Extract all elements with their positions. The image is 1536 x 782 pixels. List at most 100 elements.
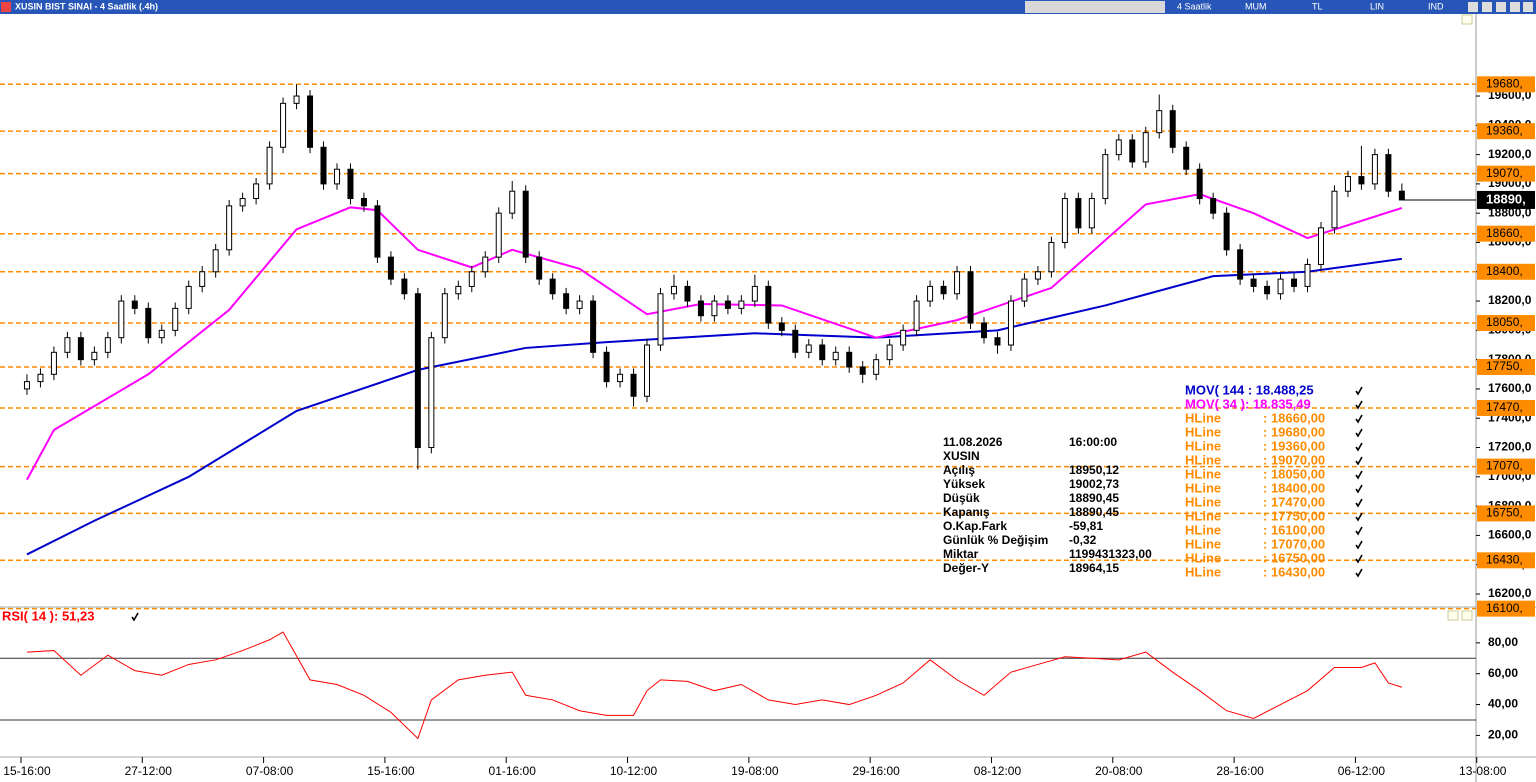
toolbar-icons[interactable] xyxy=(1025,1,1165,13)
legend-hline-value: : 18050,00 xyxy=(1263,466,1325,481)
candle-body xyxy=(226,205,233,251)
info-label: Kapanış xyxy=(943,505,990,519)
x-tick-label: 15-16:00 xyxy=(367,764,415,778)
panel-button[interactable] xyxy=(1447,610,1459,621)
candle-body xyxy=(172,307,179,331)
candle-body xyxy=(428,337,435,449)
candle-body xyxy=(253,183,260,200)
candle-body xyxy=(414,293,421,449)
candle-body xyxy=(360,198,367,207)
toolbar-label[interactable]: MUM xyxy=(1245,1,1267,11)
candle-body xyxy=(927,285,934,302)
hline-axis-label: 19070, xyxy=(1486,166,1523,180)
candle-body xyxy=(1371,154,1378,185)
y-tick-label: 16200,0 xyxy=(1488,586,1532,600)
toolbar-label[interactable]: TL xyxy=(1312,1,1323,11)
toolbar-label[interactable]: LIN xyxy=(1370,1,1384,11)
candle-body xyxy=(23,381,30,390)
close-button[interactable] xyxy=(1523,2,1533,12)
candle-body xyxy=(711,300,718,317)
max-button[interactable] xyxy=(1510,2,1520,12)
candle-body xyxy=(563,293,570,309)
info-label: O.Kap.Fark xyxy=(943,519,1007,533)
candle-body xyxy=(91,351,98,361)
candle-body xyxy=(576,300,583,309)
hline-axis-label: 17470, xyxy=(1486,400,1523,414)
candle-body xyxy=(401,278,408,295)
info-value: 18890,45 xyxy=(1069,491,1119,505)
candle-body xyxy=(37,373,44,383)
rsi-line xyxy=(26,631,1403,740)
window-title: XUSIN BIST SINAI - 4 Saatlik (.4h) xyxy=(15,1,158,11)
x-tick-label: 07-08:00 xyxy=(246,764,294,778)
rsi-y-tick-label: 40,00 xyxy=(1488,697,1518,711)
info-value: 19002,73 xyxy=(1069,477,1119,491)
legend-hline-name: HLine xyxy=(1185,494,1221,509)
candle-body xyxy=(495,212,502,258)
toolbar-label[interactable]: 4 Saatlik xyxy=(1177,1,1212,11)
pin-button[interactable] xyxy=(1482,2,1492,12)
candle-body xyxy=(77,337,84,361)
y-tick-label: 16600,0 xyxy=(1488,528,1532,542)
rsi-label: RSI( 14 ): 51,23 xyxy=(2,608,95,623)
candle-body xyxy=(549,278,556,295)
candle-body xyxy=(1156,110,1163,134)
candle-body xyxy=(1196,168,1203,200)
y-tick-label: 19200,0 xyxy=(1488,147,1532,161)
legend-hline-name: HLine xyxy=(1185,452,1221,467)
legend-hline-value: : 19070,00 xyxy=(1263,452,1325,467)
candle-body xyxy=(778,322,785,331)
check-icon xyxy=(131,612,139,622)
info-value: 18890,45 xyxy=(1069,505,1119,519)
candle-body xyxy=(307,95,314,148)
info-symbol: XUSIN xyxy=(943,449,980,463)
check-icon xyxy=(1355,400,1363,410)
x-tick-label: 19-08:00 xyxy=(731,764,779,778)
candle-body xyxy=(1034,271,1041,280)
candle-body xyxy=(1291,278,1298,287)
check-icon xyxy=(1355,526,1363,536)
candle-body xyxy=(954,271,961,295)
candle-body xyxy=(280,102,287,148)
candle-body xyxy=(940,285,947,295)
candle-body xyxy=(630,373,637,397)
rsi-y-tick-label: 60,00 xyxy=(1488,666,1518,680)
min-button[interactable] xyxy=(1468,2,1478,12)
candle-body xyxy=(1075,198,1082,229)
candle-body xyxy=(590,300,597,353)
panel-button[interactable] xyxy=(1461,610,1473,621)
candle-body xyxy=(617,373,624,383)
legend-hline-name: HLine xyxy=(1185,410,1221,425)
legend-hline-value: : 19680,00 xyxy=(1263,424,1325,439)
candle-body xyxy=(1237,249,1244,280)
legend-hline-name: HLine xyxy=(1185,424,1221,439)
candle-body xyxy=(266,146,273,185)
last-price-label: 18890, xyxy=(1486,191,1526,206)
candle-body xyxy=(603,351,610,383)
check-icon xyxy=(1355,414,1363,424)
hline-box xyxy=(1477,458,1535,475)
candle-body xyxy=(1344,176,1351,192)
hline-axis-label: 16750, xyxy=(1486,506,1523,520)
candle-body xyxy=(1061,198,1068,243)
legend-hline-value: : 19360,00 xyxy=(1263,438,1325,453)
candle-body xyxy=(738,300,745,309)
info-label: Günlük % Değişim xyxy=(943,533,1048,547)
restore-button[interactable] xyxy=(1496,2,1506,12)
candle-body xyxy=(900,329,907,346)
candle-body xyxy=(1183,146,1190,170)
legend-hline-name: HLine xyxy=(1185,466,1221,481)
legend-hline-value: : 16100,00 xyxy=(1263,522,1325,537)
candle-body xyxy=(482,256,489,273)
toolbar-label[interactable]: IND xyxy=(1428,1,1444,11)
candle-body xyxy=(455,285,462,295)
y-tick-label: 18200,0 xyxy=(1488,293,1532,307)
candle-body xyxy=(1129,139,1136,163)
legend-hline-name: HLine xyxy=(1185,550,1221,565)
candle-body xyxy=(509,190,516,214)
candle-body xyxy=(684,285,691,302)
panel-button[interactable] xyxy=(1461,14,1473,25)
x-tick-label: 20-08:00 xyxy=(1095,764,1143,778)
x-tick-label: 29-16:00 xyxy=(852,764,900,778)
